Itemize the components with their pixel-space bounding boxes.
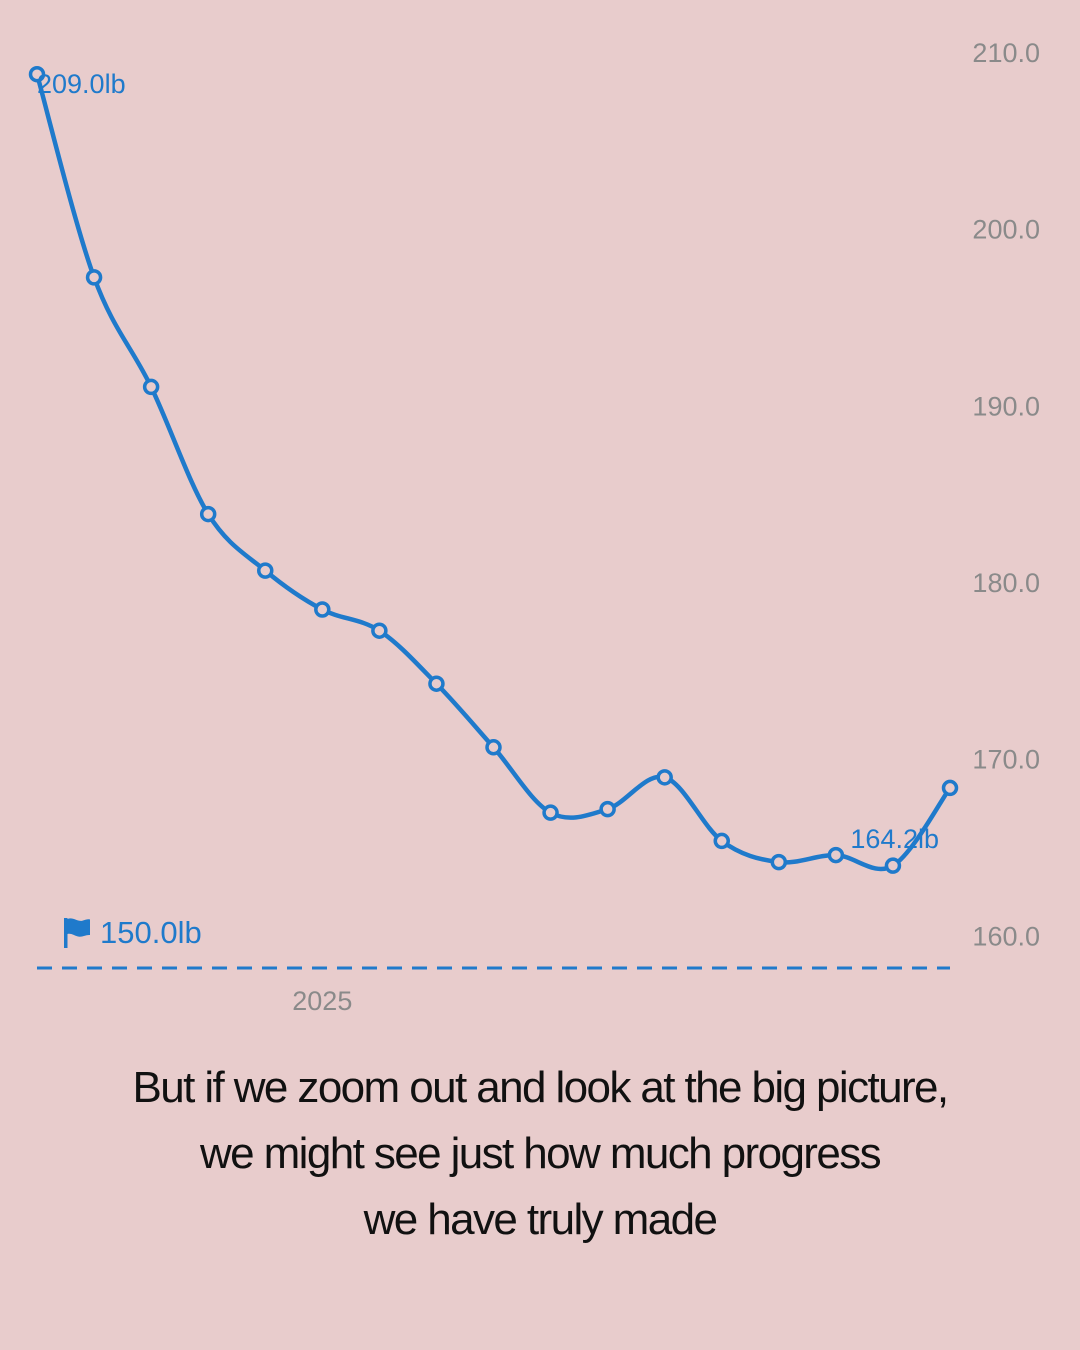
flag-pole: [64, 918, 68, 948]
caption-line-2: we might see just how much progress: [199, 1129, 882, 1178]
data-point: [85, 269, 103, 286]
data-point: [770, 853, 788, 871]
y-axis: 210.0 200.0 190.0 180.0 170.0 160.0: [972, 38, 1040, 951]
data-point: [142, 378, 160, 396]
data-point: [485, 739, 502, 756]
y-tick-label: 170.0: [972, 745, 1040, 775]
y-tick-label: 180.0: [972, 568, 1040, 598]
data-point: [371, 622, 388, 639]
chart-annotations: 209.0lb 164.2lb: [37, 69, 939, 854]
data-point: [428, 675, 445, 692]
flag-cloth: [67, 918, 90, 937]
data-point: [884, 857, 902, 874]
goal-line-group: 150.0lb: [37, 915, 950, 970]
y-tick-label: 210.0: [972, 38, 1040, 68]
data-point: [199, 505, 217, 523]
data-point-markers: [28, 65, 959, 874]
data-point: [257, 562, 274, 579]
start-value-label: 209.0lb: [37, 69, 126, 99]
caption-line-1: But if we zoom out and look at the big p…: [132, 1063, 949, 1112]
y-tick-label: 160.0: [972, 921, 1040, 951]
goal-label: 150.0lb: [100, 915, 202, 950]
data-point: [599, 800, 616, 818]
x-axis: 2025: [292, 986, 352, 1016]
weight-line-chart: 210.0 200.0 190.0 180.0 170.0 160.0 2025 150.…: [28, 38, 1040, 1016]
data-point: [656, 769, 673, 786]
data-point: [941, 779, 959, 797]
y-tick-label: 200.0: [972, 215, 1040, 245]
data-point: [314, 601, 331, 618]
data-point: [542, 804, 559, 821]
flag-icon: [64, 918, 90, 948]
y-tick-label: 190.0: [972, 391, 1040, 421]
lowest-value-label: 164.2lb: [850, 824, 939, 854]
x-tick-label: 2025: [292, 986, 352, 1016]
data-point: [827, 846, 845, 864]
data-point: [28, 65, 46, 83]
caption: But if we zoom out and look at the big p…: [40, 1055, 1040, 1253]
caption-line-3: we have truly made: [363, 1195, 718, 1244]
data-point: [713, 832, 730, 850]
